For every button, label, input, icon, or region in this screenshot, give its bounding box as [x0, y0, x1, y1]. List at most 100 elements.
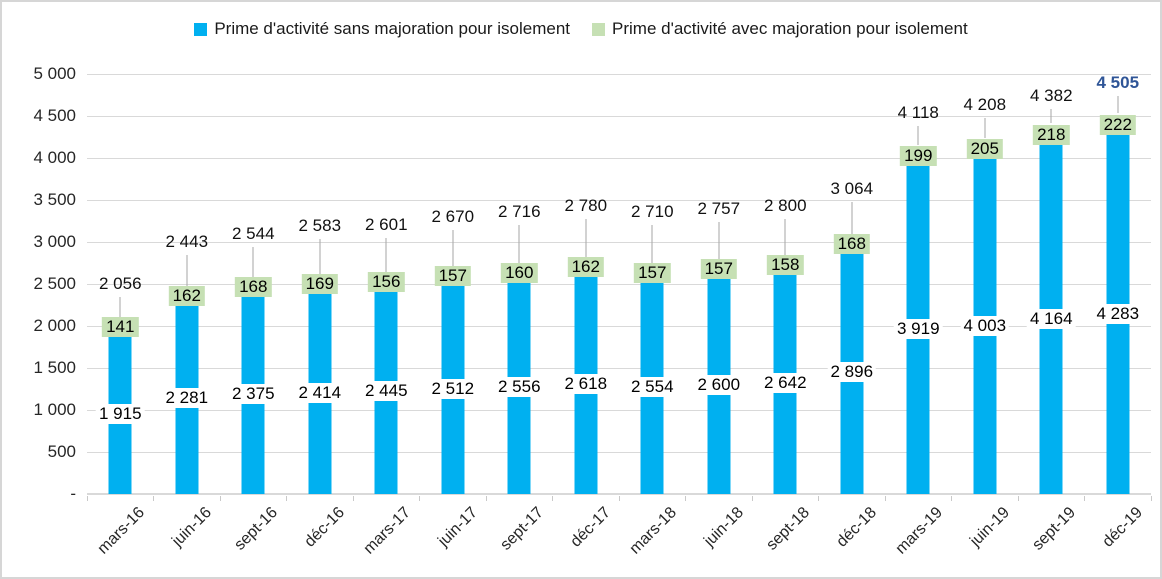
green-segment-value-label: 162 — [567, 257, 604, 278]
blue-segment-value-label: 2 618 — [561, 374, 611, 395]
gridline — [87, 283, 1151, 285]
x-axis-tick — [1150, 496, 1152, 501]
x-axis-labels: mars-16 juin-16 sept-16 déc-16 mars-17 juin-1… — [87, 494, 1151, 577]
total-label-leader-line — [851, 201, 853, 234]
green-segment-value-label: 205 — [966, 139, 1003, 160]
gridline — [87, 409, 1151, 411]
x-axis-tick — [86, 496, 88, 501]
blue-segment-value-label: 2 896 — [827, 362, 877, 383]
x-axis-line — [87, 493, 1151, 495]
blue-segment-value-label: 2 556 — [494, 376, 544, 397]
total-value-label: 2 757 — [697, 199, 741, 219]
total-label-leader-line — [585, 219, 587, 258]
total-label-leader-line — [119, 297, 121, 319]
x-tick-label: déc-16 — [301, 504, 348, 551]
green-segment-value-label: 157 — [434, 266, 471, 287]
blue-segment-value-label: 2 281 — [162, 388, 212, 409]
x-axis-tick — [153, 496, 154, 501]
total-value-label: 4 118 — [897, 103, 939, 123]
total-value-label: 2 056 — [98, 274, 142, 294]
x-tick-label: juin-19 — [966, 504, 1013, 550]
total-label-leader-line — [319, 239, 321, 275]
x-tick-label: déc-18 — [833, 504, 880, 551]
gridline — [87, 73, 1151, 75]
y-tick-label: 4 000 — [33, 148, 76, 167]
y-tick-label: 2 000 — [33, 316, 76, 335]
total-value-label: 2 800 — [763, 195, 807, 215]
blue-segment-value-label: 2 554 — [627, 376, 677, 397]
y-tick-label: 3 500 — [33, 190, 76, 209]
green-segment-value-label: 162 — [168, 285, 205, 306]
y-tick-label: 1 000 — [33, 400, 76, 419]
x-tick-label: sept-19 — [1029, 504, 1080, 554]
total-label-leader-line — [1117, 95, 1119, 113]
total-label-leader-line — [252, 247, 254, 278]
gridline — [87, 157, 1151, 159]
total-label-leader-line — [718, 222, 720, 260]
total-value-label: 2 716 — [497, 201, 541, 221]
x-tick-label: sept-16 — [231, 504, 282, 554]
total-label-leader-line — [651, 225, 653, 264]
green-segment-value-label: 199 — [900, 146, 937, 167]
y-tick-label: 500 — [47, 442, 76, 461]
y-tick-label: 1 500 — [33, 358, 76, 377]
x-tick-label: déc-17 — [567, 504, 614, 551]
total-value-label: 4 382 — [1029, 85, 1073, 105]
y-tick-label: 5 000 — [33, 64, 76, 83]
blue-segment-value-label: 4 164 — [1026, 309, 1076, 330]
x-axis-tick — [818, 496, 819, 501]
y-axis-labels: - 500 1 000 1 500 2 000 2 500 3 000 3 500 4 000 4… — [2, 64, 80, 503]
legend: Prime d'activité sans majoration pour is… — [2, 19, 1160, 39]
x-axis-tick — [352, 496, 354, 501]
x-axis-tick — [751, 496, 753, 501]
total-value-label: 2 443 — [165, 231, 209, 251]
legend-label-avec-majoration: Prime d'activité avec majoration pour is… — [612, 19, 968, 38]
legend-label-sans-majoration: Prime d'activité sans majoration pour is… — [214, 19, 570, 38]
gridline — [87, 367, 1151, 369]
total-label-leader-line — [186, 254, 188, 286]
x-tick-label: mars-18 — [626, 504, 681, 558]
x-tick-label: déc-19 — [1099, 504, 1146, 551]
total-label-leader-line — [385, 237, 387, 273]
x-axis-tick — [618, 496, 620, 501]
gridline — [87, 199, 1151, 201]
blue-segment-value-label: 1 915 — [95, 403, 145, 424]
blue-segment-value-label: 2 600 — [694, 374, 744, 395]
green-segment-value-label: 157 — [634, 262, 671, 283]
x-axis-tick — [219, 496, 221, 501]
total-value-label: 2 601 — [364, 214, 408, 234]
x-axis-tick — [286, 496, 287, 501]
blue-segment-value-label: 2 512 — [428, 378, 478, 399]
total-value-label: 2 670 — [431, 206, 475, 226]
blue-segment-value-label: 2 642 — [760, 373, 810, 394]
x-tick-label: mars-19 — [892, 504, 947, 558]
x-tick-label: juin-18 — [700, 504, 747, 550]
total-value-label: 3 064 — [830, 178, 874, 198]
total-value-label: 4 208 — [963, 94, 1007, 114]
green-segment-value-label: 222 — [1099, 114, 1136, 135]
x-axis-tick — [1017, 496, 1019, 501]
legend-item-avec-majoration: Prime d'activité avec majoration pour is… — [592, 19, 968, 39]
y-tick-label: 2 500 — [33, 274, 76, 293]
green-segment-value-label: 157 — [700, 259, 737, 280]
blue-segment-value-label: 2 414 — [295, 382, 345, 403]
x-tick-label: sept-18 — [763, 504, 814, 554]
green-segment-value-label: 218 — [1033, 125, 1070, 146]
gridline — [87, 325, 1151, 327]
x-tick-label: juin-17 — [434, 504, 481, 550]
total-label-leader-line — [452, 229, 454, 267]
total-value-label: 2 583 — [298, 216, 342, 236]
green-segment-value-label: 141 — [102, 317, 139, 338]
plot-area: 2 056 1 915 141 2 443 2 281 162 2 544 2 375 168 2… — [86, 72, 1152, 501]
gridline — [87, 115, 1151, 117]
green-segment-value-label: 168 — [235, 277, 272, 298]
blue-segment-value-label: 2 375 — [228, 384, 278, 405]
blue-segment-value-label: 2 445 — [361, 381, 411, 402]
blue-segment-value-label: 4 283 — [1093, 304, 1143, 325]
total-label-leader-line — [518, 224, 520, 263]
total-value-label: 4 505 — [1096, 72, 1140, 92]
x-axis-tick — [1084, 496, 1085, 501]
blue-segment-value-label: 4 003 — [960, 315, 1010, 336]
green-segment-value-label: 169 — [301, 274, 338, 295]
